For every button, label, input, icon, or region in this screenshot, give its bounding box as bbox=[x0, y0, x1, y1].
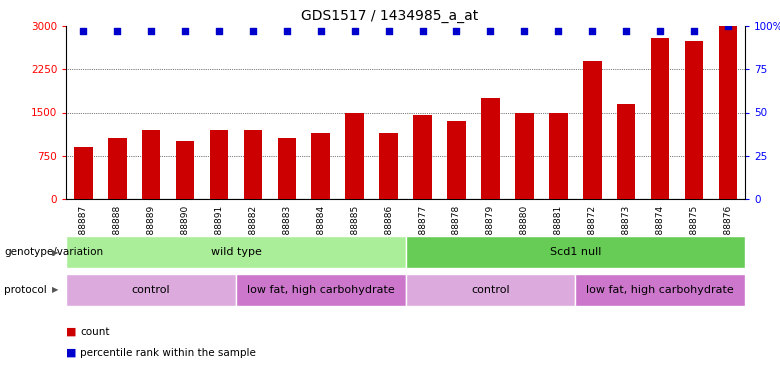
Bar bbox=[583, 61, 601, 199]
Point bbox=[281, 28, 293, 34]
Text: control: control bbox=[471, 285, 510, 295]
Bar bbox=[278, 138, 296, 199]
Text: GDS1517 / 1434985_a_at: GDS1517 / 1434985_a_at bbox=[301, 9, 479, 23]
Text: low fat, high carbohydrate: low fat, high carbohydrate bbox=[247, 285, 395, 295]
Point bbox=[722, 23, 734, 29]
Text: ■: ■ bbox=[66, 348, 76, 357]
Bar bbox=[66, 236, 406, 268]
Bar bbox=[243, 130, 262, 199]
Text: wild type: wild type bbox=[211, 247, 261, 257]
Bar bbox=[346, 112, 364, 199]
Point bbox=[417, 28, 429, 34]
Bar bbox=[413, 116, 432, 199]
Point bbox=[654, 28, 666, 34]
Point bbox=[484, 28, 497, 34]
Bar bbox=[617, 104, 636, 199]
Bar bbox=[576, 274, 745, 306]
Bar bbox=[210, 130, 229, 199]
Text: ▶: ▶ bbox=[52, 285, 58, 294]
Point bbox=[213, 28, 225, 34]
Bar bbox=[685, 40, 704, 199]
Point bbox=[620, 28, 633, 34]
Point bbox=[111, 28, 123, 34]
Point bbox=[179, 28, 191, 34]
Point bbox=[688, 28, 700, 34]
Bar bbox=[311, 133, 330, 199]
Point bbox=[77, 28, 90, 34]
Bar bbox=[108, 138, 126, 199]
Bar bbox=[142, 130, 161, 199]
Bar bbox=[651, 38, 669, 199]
Bar bbox=[447, 121, 466, 199]
Bar bbox=[74, 147, 93, 199]
Bar bbox=[379, 133, 398, 199]
Bar bbox=[176, 141, 194, 199]
Text: percentile rank within the sample: percentile rank within the sample bbox=[80, 348, 256, 357]
Point bbox=[246, 28, 259, 34]
Text: control: control bbox=[132, 285, 171, 295]
Bar bbox=[236, 274, 406, 306]
Point bbox=[586, 28, 598, 34]
Point bbox=[382, 28, 395, 34]
Bar bbox=[406, 236, 745, 268]
Point bbox=[349, 28, 361, 34]
Point bbox=[552, 28, 565, 34]
Point bbox=[145, 28, 158, 34]
Bar bbox=[718, 26, 737, 199]
Point bbox=[314, 28, 327, 34]
Bar bbox=[406, 274, 576, 306]
Point bbox=[450, 28, 463, 34]
Bar bbox=[66, 274, 236, 306]
Bar bbox=[515, 112, 534, 199]
Text: count: count bbox=[80, 327, 110, 337]
Text: genotype/variation: genotype/variation bbox=[4, 247, 103, 257]
Text: protocol: protocol bbox=[4, 285, 47, 295]
Text: Scd1 null: Scd1 null bbox=[550, 247, 601, 257]
Bar bbox=[549, 112, 568, 199]
Text: ■: ■ bbox=[66, 327, 76, 337]
Point bbox=[518, 28, 530, 34]
Text: low fat, high carbohydrate: low fat, high carbohydrate bbox=[587, 285, 734, 295]
Bar bbox=[481, 98, 500, 199]
Text: ▶: ▶ bbox=[52, 248, 58, 257]
